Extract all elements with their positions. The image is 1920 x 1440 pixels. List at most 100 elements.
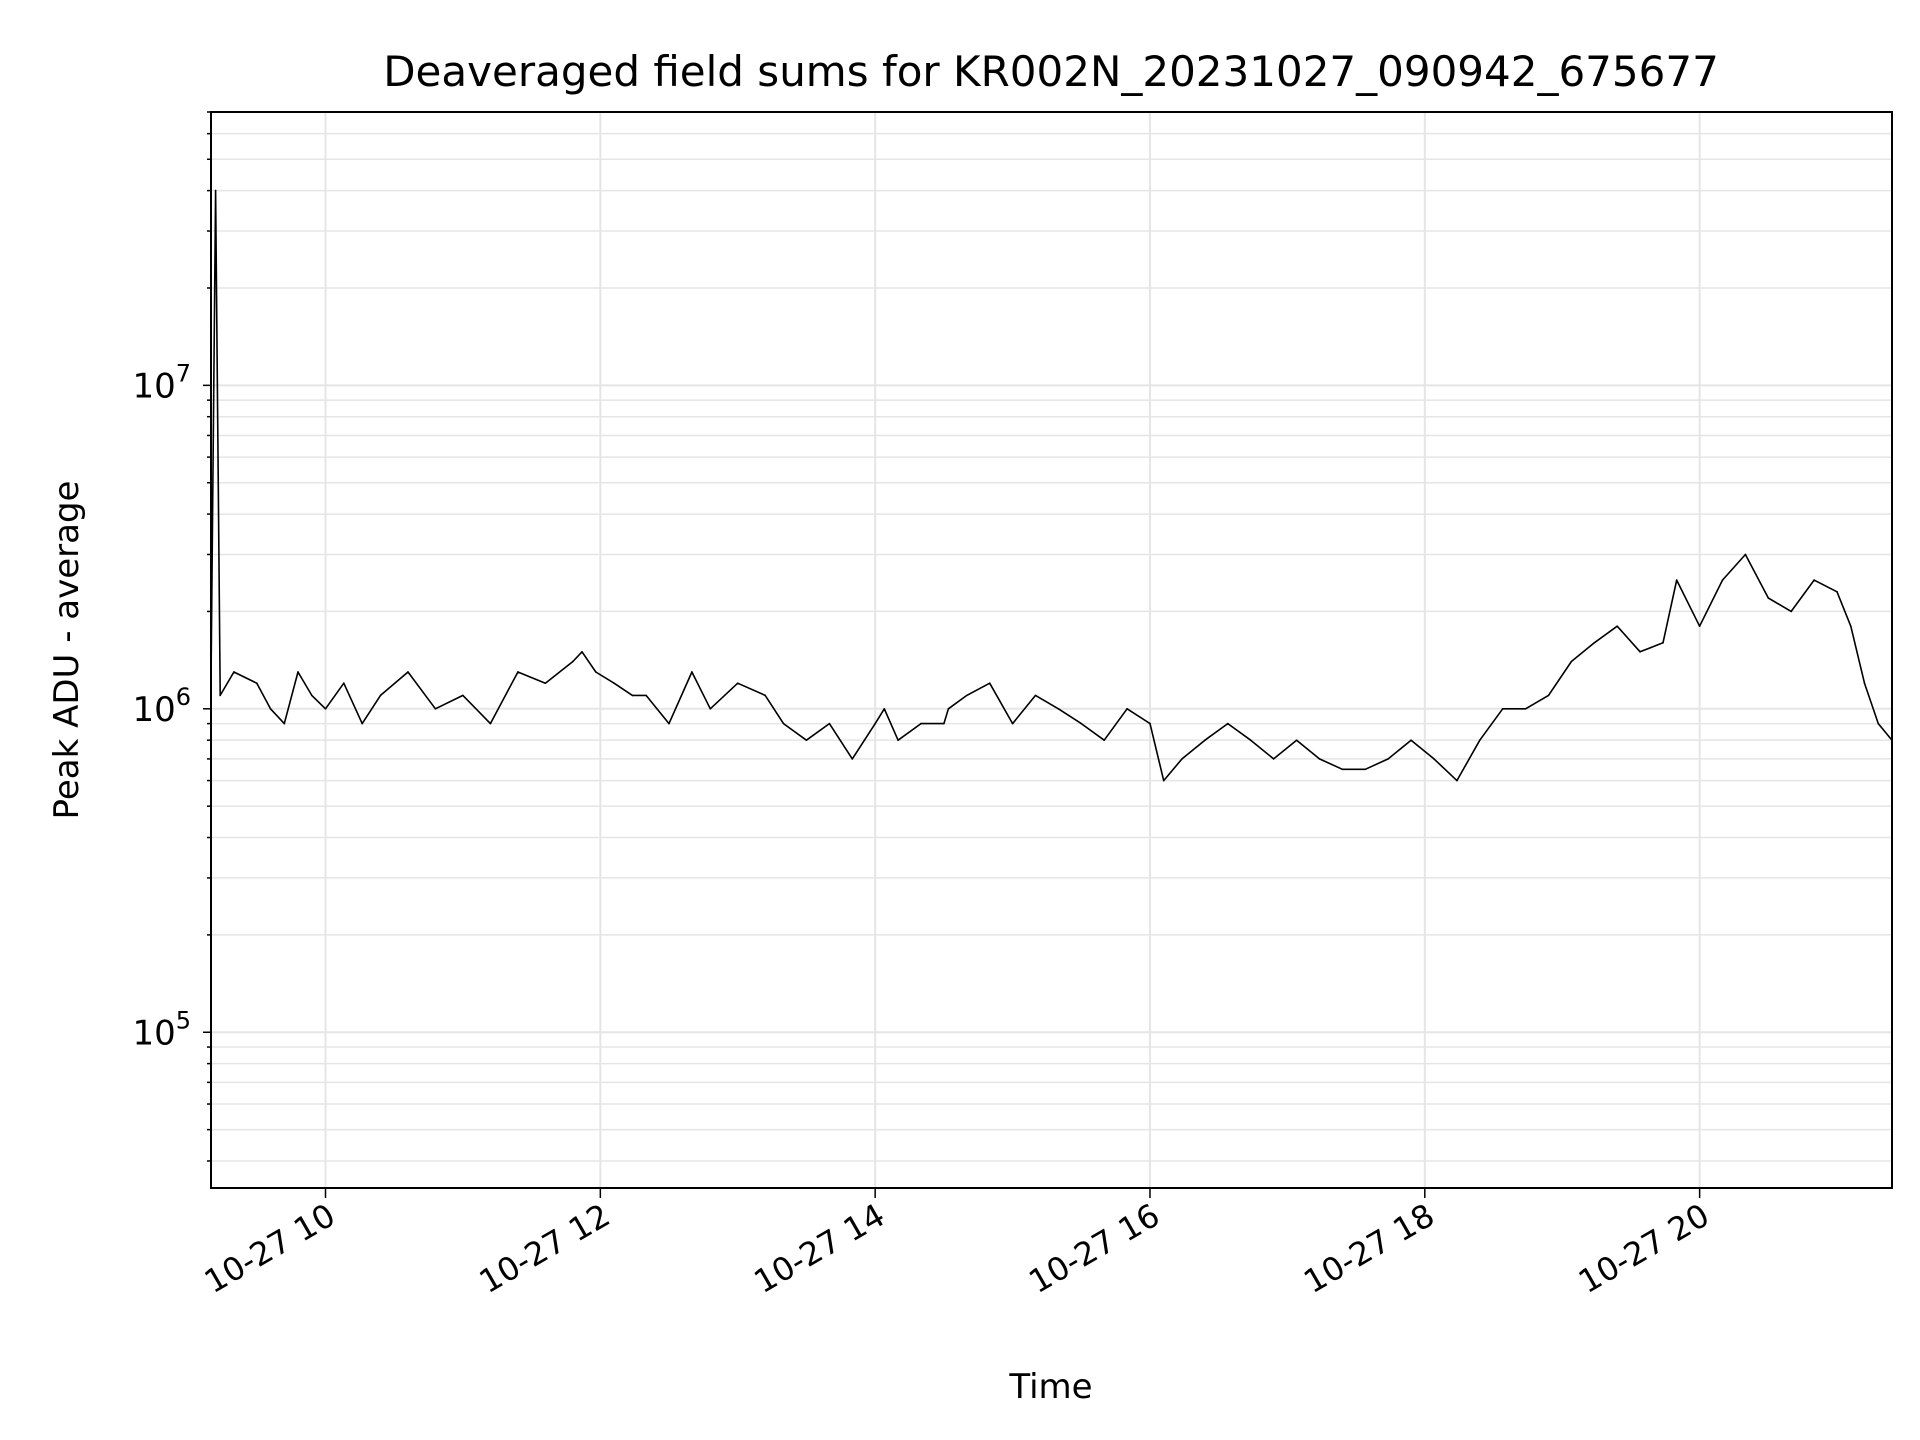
data-point: [256, 682, 258, 684]
data-point: [1057, 708, 1060, 710]
data-point: [324, 708, 327, 710]
y-tick-label: 107: [132, 359, 191, 406]
data-point: [361, 722, 363, 725]
data-point: [1547, 694, 1550, 697]
y-tick-label: 106: [132, 683, 191, 730]
data-point: [581, 651, 583, 653]
data-point: [489, 722, 492, 725]
data-point: [594, 671, 597, 673]
data-point: [1162, 779, 1165, 782]
data-point: [434, 708, 437, 710]
data-point: [1570, 660, 1573, 663]
data-point: [1364, 768, 1367, 771]
x-tick-label: 10-27 20: [1572, 1196, 1716, 1301]
series-line-group: [210, 189, 1893, 782]
data-point: [1318, 758, 1321, 760]
plot-frame: [210, 111, 1893, 1189]
grid: [211, 111, 1892, 1188]
data-point: [1675, 579, 1678, 581]
data-point: [462, 694, 464, 697]
data-point: [283, 722, 286, 725]
data-point: [1478, 739, 1481, 741]
data-point: [1126, 708, 1128, 710]
data-point: [1103, 739, 1105, 741]
data-point: [1698, 625, 1701, 628]
data-point: [1849, 625, 1852, 628]
data-point: [1593, 641, 1596, 644]
data-point: [1501, 708, 1504, 710]
data-point: [805, 739, 808, 741]
data-point: [828, 722, 831, 725]
data-point: [1227, 722, 1229, 725]
x-tick-label: 10-27 12: [473, 1196, 617, 1301]
data-point: [1662, 641, 1664, 644]
data-point: [572, 660, 574, 663]
data-point: [988, 682, 991, 684]
data-point: [269, 708, 272, 710]
data-point: [214, 189, 217, 192]
data-point: [1011, 722, 1014, 725]
data-point: [1721, 579, 1724, 581]
data-point: [1295, 739, 1298, 741]
data-point: [233, 671, 235, 673]
x-tick-label: 10-27 16: [1022, 1196, 1166, 1301]
data-point: [1790, 610, 1793, 613]
data-point: [1272, 758, 1275, 760]
data-point: [764, 694, 767, 697]
data-point: [1877, 722, 1880, 725]
data-point: [1836, 591, 1838, 593]
series-line: [210, 189, 1893, 782]
x-tick-label: 10-27 18: [1297, 1196, 1441, 1301]
data-point: [1639, 651, 1641, 653]
data-point: [943, 722, 945, 725]
data-point: [920, 722, 922, 725]
data-point: [544, 682, 547, 684]
y-tick-label: 105: [132, 1006, 191, 1053]
data-point: [1249, 739, 1252, 741]
data-point: [851, 758, 854, 760]
data-point: [1456, 779, 1458, 782]
data-point: [947, 708, 950, 710]
x-axis-label: Time: [1008, 1367, 1092, 1407]
data-point: [1204, 739, 1206, 741]
data-point: [965, 694, 968, 697]
data-point: [1034, 694, 1037, 697]
data-point: [1080, 722, 1083, 725]
data-point: [1149, 722, 1151, 725]
data-point: [631, 694, 634, 697]
data-point: [297, 671, 299, 673]
data-point: [379, 694, 382, 697]
data-point: [1410, 739, 1412, 741]
data-point: [874, 722, 876, 725]
chart-title: Deaveraged field sums for KR002N_2023102…: [383, 47, 1719, 96]
data-point: [517, 671, 519, 673]
y-axis: 105 106 107: [132, 111, 211, 1162]
data-point: [219, 694, 221, 697]
data-point: [883, 708, 886, 710]
data-point: [1341, 768, 1344, 771]
data-point: [1524, 708, 1527, 710]
x-tick-label: 10-27 14: [748, 1196, 892, 1301]
x-axis: 10-27 10 10-27 12 10-27 14 10-27 16 10-27 18…: [198, 1188, 1716, 1301]
data-point: [1744, 553, 1747, 556]
data-point: [1433, 758, 1435, 760]
data-point: [1616, 625, 1618, 628]
data-point: [1767, 597, 1770, 599]
data-point: [668, 722, 670, 725]
data-point: [613, 682, 615, 684]
y-axis-label: Peak ADU - average: [47, 481, 87, 820]
data-point: [645, 694, 647, 697]
data-point: [736, 682, 739, 684]
data-point: [709, 708, 712, 710]
data-point: [897, 739, 899, 741]
data-point: [782, 722, 785, 725]
data-point: [691, 671, 693, 673]
data-point: [1387, 758, 1389, 760]
data-point: [407, 671, 409, 673]
data-point: [1813, 579, 1815, 581]
x-tick-label: 10-27 10: [198, 1196, 342, 1301]
data-point: [343, 682, 345, 684]
data-point: [310, 694, 313, 697]
data-point: [1181, 758, 1183, 760]
